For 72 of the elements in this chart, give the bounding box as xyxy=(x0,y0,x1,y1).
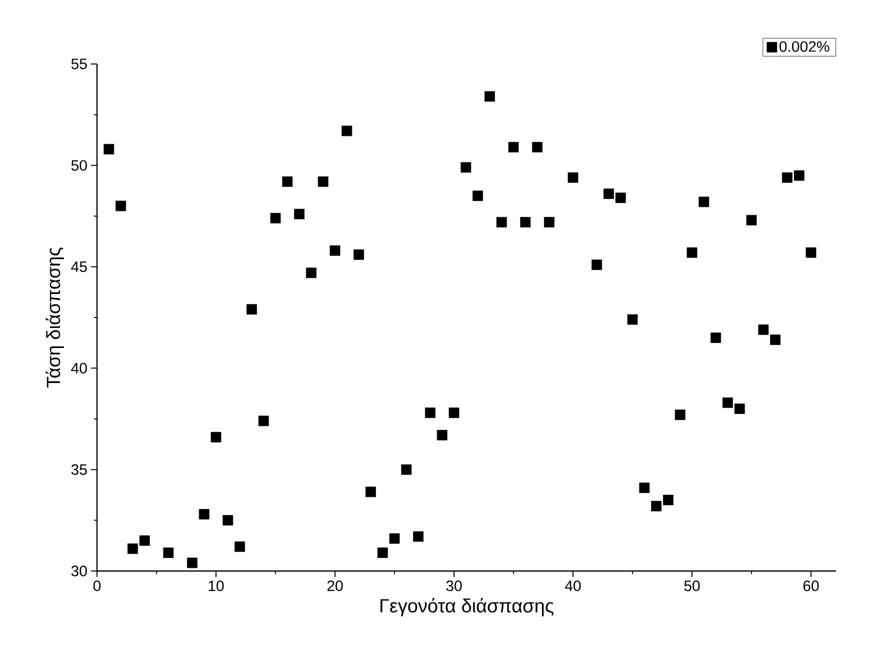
point xyxy=(508,142,519,152)
y-tick-label: 35 xyxy=(71,464,87,475)
point xyxy=(496,216,507,228)
point xyxy=(615,192,626,204)
point xyxy=(198,509,210,520)
point xyxy=(330,245,340,256)
point xyxy=(270,212,281,224)
x-tick-label: 20 xyxy=(327,580,343,592)
point xyxy=(782,172,792,183)
x-tick-label: 50 xyxy=(684,580,700,592)
point xyxy=(568,172,578,183)
point xyxy=(258,416,269,426)
point xyxy=(116,200,126,212)
x-tick-label: 40 xyxy=(565,580,581,592)
point xyxy=(354,249,364,260)
point xyxy=(472,190,484,202)
point xyxy=(401,464,412,475)
point xyxy=(448,408,460,418)
point xyxy=(758,324,769,335)
x-tick-label: 30 xyxy=(446,580,462,592)
point xyxy=(389,533,400,544)
point xyxy=(674,410,686,420)
point xyxy=(425,408,436,418)
point xyxy=(627,314,638,325)
point xyxy=(104,144,114,154)
y-tick-label: 55 xyxy=(71,58,87,70)
point xyxy=(436,430,448,440)
point xyxy=(222,515,234,526)
point xyxy=(686,247,698,258)
point xyxy=(246,304,257,315)
point xyxy=(484,91,495,102)
y-tick-label: 45 xyxy=(71,262,87,272)
point xyxy=(342,126,352,136)
point xyxy=(710,332,722,343)
point xyxy=(663,494,674,506)
point xyxy=(532,142,543,152)
point xyxy=(294,208,305,220)
point xyxy=(187,558,198,568)
point xyxy=(377,548,388,558)
point xyxy=(139,535,150,546)
point xyxy=(544,216,554,228)
point xyxy=(306,268,316,278)
point xyxy=(592,260,602,270)
y-tick-label: 30 xyxy=(71,566,87,576)
point xyxy=(698,196,710,208)
y-axis-title: Τάση διάσπασης xyxy=(46,248,64,388)
point xyxy=(734,404,745,414)
point xyxy=(210,432,222,442)
point xyxy=(366,486,376,498)
y-tick-label: 50 xyxy=(71,160,87,171)
x-axis-title: Γεγονότα διάσπασης xyxy=(380,598,554,616)
point xyxy=(746,214,757,226)
point xyxy=(651,500,662,512)
point xyxy=(234,541,246,552)
point xyxy=(318,176,328,187)
point xyxy=(639,482,650,494)
point xyxy=(520,216,531,228)
x-tick-label: 10 xyxy=(208,580,224,592)
point xyxy=(282,176,293,187)
point xyxy=(128,543,138,554)
point xyxy=(460,162,472,173)
x-tick-label: 60 xyxy=(803,580,819,592)
point xyxy=(163,548,174,558)
point xyxy=(604,188,614,199)
point xyxy=(770,334,781,345)
point xyxy=(413,531,424,542)
x-tick-label: 0 xyxy=(93,580,101,592)
y-tick-label: 40 xyxy=(71,362,87,374)
legend-label: 0.002% xyxy=(780,41,830,52)
point xyxy=(794,170,804,181)
point xyxy=(722,397,733,408)
point xyxy=(806,247,816,258)
